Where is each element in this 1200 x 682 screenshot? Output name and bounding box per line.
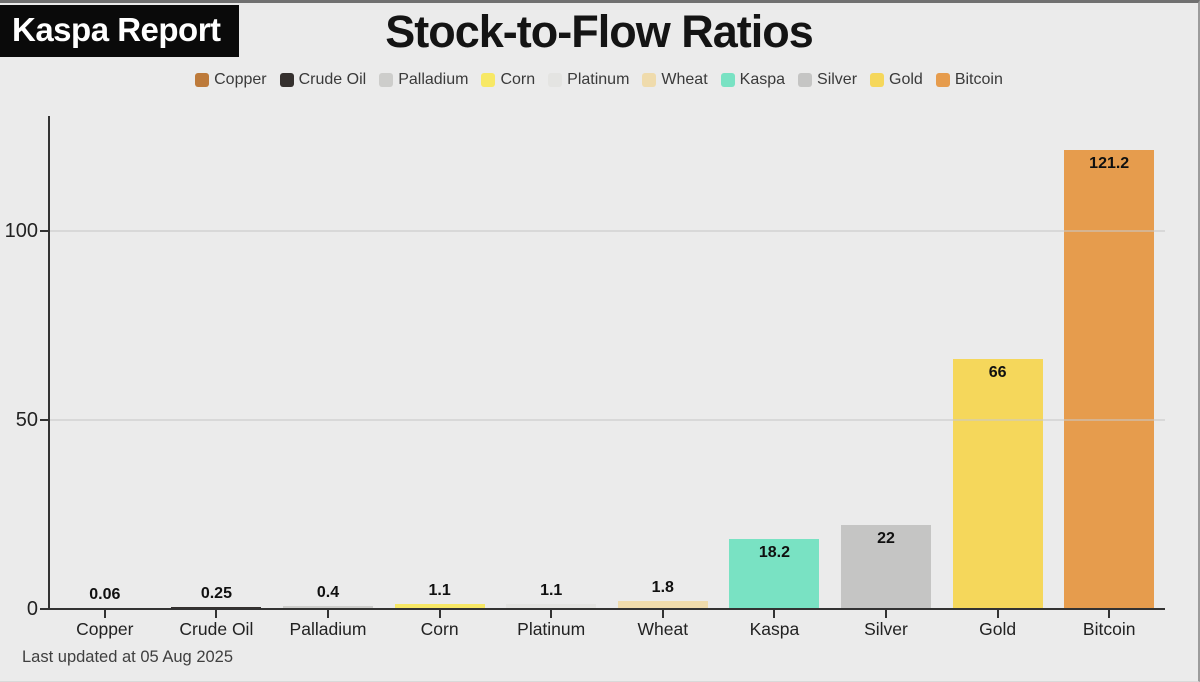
legend-label: Silver (817, 71, 858, 88)
x-category-label-crude-oil: Crude Oil (179, 619, 254, 639)
page-title: Stock-to-Flow Ratios (385, 6, 814, 57)
legend-label: Platinum (567, 71, 630, 88)
legend-item-bitcoin: Bitcoin (935, 71, 1003, 89)
x-tick-palladium (327, 610, 329, 619)
bar-value-label-crude-oil: 0.25 (200, 585, 232, 603)
x-category-label-palladium: Palladium (289, 619, 367, 639)
legend-swatch-icon (642, 73, 657, 87)
bar-value-label-kaspa: 18.2 (758, 544, 790, 562)
x-tick-gold (996, 610, 999, 619)
legend-item-platinum: Platinum (548, 71, 629, 89)
x-category-label-corn: Corn (420, 619, 459, 639)
legend-swatch-icon (935, 73, 950, 87)
bar-value-label-corn: 1.1 (428, 581, 451, 599)
legend-item-crude-oil: Crude Oil (279, 71, 367, 89)
legend-label: Wheat (661, 71, 708, 88)
bar-corn (394, 603, 485, 608)
legend-item-copper: Copper (195, 71, 267, 89)
x-category-label-platinum: Platinum (517, 619, 586, 639)
y-tick-100 (40, 230, 48, 232)
legend-swatch-icon (195, 73, 210, 87)
x-category-label-gold: Gold (979, 619, 1017, 639)
last-updated-text: Last updated at 05 Aug 2025 (22, 648, 234, 666)
bar-value-label-silver: 22 (877, 529, 895, 547)
chart-legend: Copper Crude Oil Palladium Corn Platinum Whea… (0, 71, 1198, 89)
y-tick-0 (40, 608, 48, 610)
x-category-label-kaspa: Kaspa (749, 619, 800, 639)
legend-item-wheat: Wheat (642, 71, 708, 89)
legend-label: Corn (500, 71, 536, 88)
x-tick-copper (103, 610, 106, 619)
legend-label: Palladium (398, 71, 469, 88)
legend-label: Kaspa (739, 71, 786, 88)
x-category-label-bitcoin: Bitcoin (1082, 619, 1136, 639)
bar-value-label-wheat: 1.8 (651, 579, 674, 597)
bar-value-label-copper: 0.06 (89, 585, 121, 603)
bar-platinum (506, 603, 597, 608)
x-category-label-copper: Copper (76, 619, 134, 639)
brand-badge: Kaspa Report (0, 5, 239, 57)
bar-value-label-bitcoin: 121.2 (1089, 154, 1130, 172)
y-axis-line (47, 116, 50, 611)
legend-swatch-icon (720, 73, 735, 87)
legend-label: Gold (889, 71, 923, 88)
x-axis-line (47, 607, 1165, 611)
x-tick-silver (885, 610, 887, 619)
bar-gold (952, 358, 1043, 608)
legend-item-gold: Gold (870, 71, 923, 89)
legend-label: Copper (214, 71, 267, 88)
y-tick-label-0: 0 (26, 598, 38, 620)
legend-swatch-icon (798, 73, 813, 87)
legend-item-kaspa: Kaspa (720, 71, 786, 89)
bar-chart: 0 50 100 0.06 Copper 0.25 Crude Oil 0.4 Palladiu… (0, 3, 1198, 681)
legend-label: Bitcoin (954, 71, 1003, 88)
x-tick-platinum (550, 610, 553, 619)
legend-swatch-icon (379, 73, 394, 87)
x-category-label-silver: Silver (864, 619, 908, 639)
x-tick-crude-oil (215, 610, 218, 619)
legend-item-silver: Silver (798, 71, 857, 89)
x-tick-bitcoin (1108, 610, 1111, 619)
bar-value-label-platinum: 1.1 (540, 581, 563, 599)
gridline-100 (49, 230, 1165, 232)
legend-item-palladium: Palladium (379, 71, 468, 89)
x-category-label-wheat: Wheat (637, 619, 689, 639)
legend-item-corn: Corn (481, 71, 535, 89)
legend-label: Crude Oil (298, 71, 367, 88)
x-tick-wheat (661, 610, 664, 619)
y-tick-label-50: 50 (15, 409, 38, 431)
x-tick-kaspa (773, 610, 776, 619)
x-tick-corn (438, 610, 441, 619)
y-tick-label-100: 100 (4, 220, 38, 242)
legend-swatch-icon (870, 73, 885, 87)
bar-wheat (617, 601, 708, 608)
bar-kaspa (729, 539, 820, 608)
bar-value-label-gold: 66 (988, 363, 1007, 381)
y-tick-50 (40, 419, 48, 421)
bar-crude-oil (171, 607, 262, 608)
gridline-50 (49, 419, 1165, 421)
bar-bitcoin (1064, 149, 1155, 608)
legend-swatch-icon (548, 73, 563, 87)
bar-silver (841, 524, 931, 608)
legend-swatch-icon (279, 73, 294, 87)
bar-palladium (283, 606, 373, 608)
legend-swatch-icon (481, 73, 496, 87)
bar-value-label-palladium: 0.4 (316, 584, 340, 602)
